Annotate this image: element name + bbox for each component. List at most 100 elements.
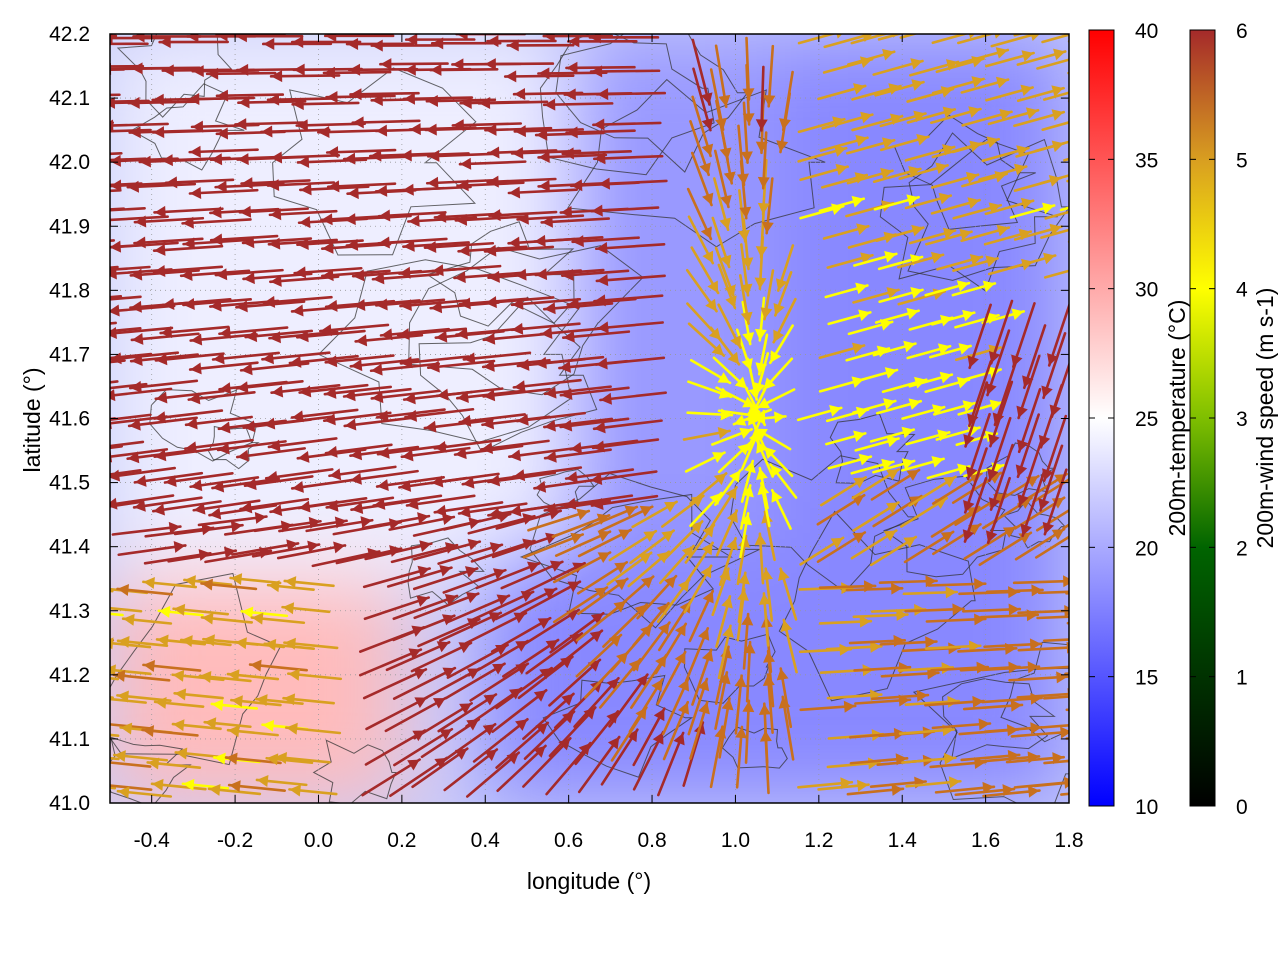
- wind-vector: [773, 271, 793, 317]
- wind-vector-head: [560, 388, 573, 401]
- wind-vector-head: [511, 322, 524, 335]
- wind-vector-head: [452, 119, 464, 132]
- wind-vector-head: [698, 702, 710, 715]
- wind-vector-head: [403, 239, 415, 252]
- wind-vector-head: [380, 58, 392, 71]
- wind-vector-head: [241, 363, 253, 376]
- wind-vector-head: [46, 507, 58, 519]
- wind-vector-head: [408, 648, 421, 660]
- wind-vector-head: [352, 116, 364, 129]
- wind-vector: [1038, 444, 1064, 512]
- y-tick-label: 41.6: [49, 408, 90, 431]
- wind-vector-head: [110, 267, 117, 280]
- wind-vector-head: [271, 385, 284, 398]
- wind-vector: [826, 252, 874, 269]
- wind-vector-head: [261, 125, 273, 138]
- wind-vector-head: [947, 695, 959, 708]
- wind-vector-head: [155, 391, 168, 404]
- wind-vector-head: [1029, 638, 1042, 651]
- wind-vector-head: [153, 264, 166, 277]
- wind-vector-head: [721, 698, 734, 711]
- wind-vector: [343, 416, 413, 431]
- wind-vector: [226, 725, 279, 738]
- wind-vector: [688, 589, 715, 643]
- wind-vector-head: [763, 94, 776, 107]
- wind-vector-head: [190, 362, 202, 375]
- wind-vector-shaft: [469, 662, 530, 702]
- wind-vector: [718, 697, 734, 759]
- wind-vector-head: [454, 271, 466, 284]
- wind-vector-head: [485, 123, 497, 136]
- wind-vector: [629, 529, 675, 565]
- wind-vector-head: [292, 480, 304, 493]
- wind-vector-head: [158, 605, 171, 618]
- wind-vector-shaft: [797, 34, 837, 45]
- wind-vector: [962, 477, 988, 543]
- wind-vector-head: [755, 428, 768, 440]
- wind-vector-head: [881, 458, 894, 471]
- wind-vector-shaft: [993, 359, 1018, 427]
- wind-vector-head: [558, 738, 571, 751]
- wind-vector-shaft: [153, 409, 224, 420]
- terrain-contour: [942, 678, 1056, 760]
- wind-vector-head: [963, 434, 975, 447]
- wind-vector-head: [482, 417, 495, 430]
- wind-vector-head: [282, 602, 295, 615]
- wind-vector-shaft: [464, 611, 528, 645]
- wind-vector: [1042, 414, 1068, 482]
- wind-vector: [371, 272, 440, 285]
- wind-vector-head: [756, 441, 768, 454]
- wind-vector-head: [855, 282, 868, 295]
- wind-vector: [456, 179, 525, 192]
- wind-vector-head: [1008, 603, 1020, 616]
- wind-vector: [552, 551, 612, 584]
- wind-vector-head: [333, 541, 346, 554]
- wind-vector: [364, 540, 433, 561]
- wind-vector-head: [1030, 34, 1040, 41]
- wind-vector: [689, 472, 728, 505]
- wind-vector: [1042, 91, 1069, 101]
- wind-vector-head: [441, 513, 454, 525]
- wind-vector-head: [344, 389, 356, 402]
- wind-vector: [283, 576, 335, 589]
- wind-vector: [369, 362, 441, 376]
- temperature-colorbar-label: 200m-temperature (°C): [1164, 300, 1190, 537]
- wind-vector-head: [183, 298, 195, 310]
- wind-vector-head: [719, 217, 732, 230]
- wind-vector-shaft: [1013, 34, 1025, 37]
- wind-vector-head: [701, 117, 714, 131]
- wind-vector-shaft: [1041, 121, 1069, 131]
- wind-vector-head: [154, 449, 167, 462]
- wind-vector: [1036, 665, 1069, 671]
- temperature-colorbar-tick-label: 20: [1135, 537, 1158, 560]
- wind-vector: [589, 470, 658, 485]
- wind-vector: [749, 384, 769, 420]
- wind-vector: [320, 269, 391, 282]
- wind-vector-head: [853, 430, 866, 443]
- wind-vector: [323, 385, 393, 399]
- wind-vector-head: [515, 719, 528, 731]
- wind-vector: [226, 669, 280, 682]
- y-axis-label: latitude (°): [19, 367, 45, 472]
- wind-vector: [851, 468, 901, 500]
- wind-vector: [363, 595, 430, 621]
- wind-vector-head: [162, 298, 175, 310]
- wind-vector-shaft: [130, 332, 200, 342]
- wind-vector: [1046, 301, 1069, 367]
- wind-vector: [205, 67, 277, 80]
- wind-vector-head: [886, 287, 899, 299]
- wind-vector-head: [72, 749, 84, 761]
- wind-vector-head: [346, 238, 359, 251]
- wind-vector-head: [63, 778, 75, 790]
- wind-vector: [284, 722, 342, 735]
- wind-vector-head: [962, 309, 975, 322]
- wind-vector-shaft: [931, 34, 970, 45]
- wind-vector-head: [1049, 404, 1062, 417]
- wind-vector: [146, 757, 202, 770]
- wind-vector-head: [459, 297, 471, 310]
- wind-vector-head: [700, 92, 713, 105]
- wind-vector: [662, 700, 690, 761]
- wind-vector-head: [110, 637, 114, 650]
